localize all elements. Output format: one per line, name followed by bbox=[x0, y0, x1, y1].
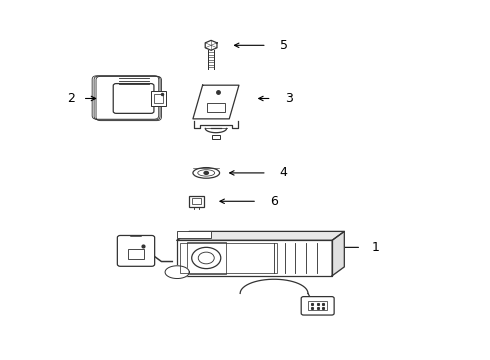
Text: 1: 1 bbox=[372, 241, 380, 254]
Polygon shape bbox=[205, 129, 226, 133]
Bar bbox=[150, 91, 166, 106]
Polygon shape bbox=[177, 231, 344, 240]
Bar bbox=[192, 198, 201, 204]
Bar bbox=[308, 301, 327, 310]
Bar bbox=[180, 243, 277, 273]
Circle shape bbox=[203, 171, 209, 175]
Text: 4: 4 bbox=[280, 166, 288, 179]
Bar bbox=[154, 94, 163, 103]
Bar bbox=[128, 249, 144, 259]
Polygon shape bbox=[205, 40, 217, 50]
Bar bbox=[212, 135, 220, 139]
FancyBboxPatch shape bbox=[113, 84, 154, 113]
Text: 3: 3 bbox=[285, 92, 293, 105]
Polygon shape bbox=[177, 267, 344, 276]
Ellipse shape bbox=[193, 168, 220, 178]
Polygon shape bbox=[193, 85, 239, 119]
Polygon shape bbox=[194, 121, 238, 129]
Text: 6: 6 bbox=[270, 195, 278, 208]
Bar bbox=[187, 242, 225, 274]
Text: 2: 2 bbox=[67, 92, 74, 105]
Polygon shape bbox=[165, 266, 189, 279]
Bar bbox=[189, 196, 204, 207]
Circle shape bbox=[192, 247, 221, 269]
Bar bbox=[207, 103, 225, 112]
FancyBboxPatch shape bbox=[301, 297, 334, 315]
Text: 5: 5 bbox=[280, 39, 288, 52]
FancyBboxPatch shape bbox=[117, 235, 155, 266]
Bar bbox=[177, 230, 211, 238]
Polygon shape bbox=[332, 231, 344, 276]
Polygon shape bbox=[177, 240, 332, 276]
